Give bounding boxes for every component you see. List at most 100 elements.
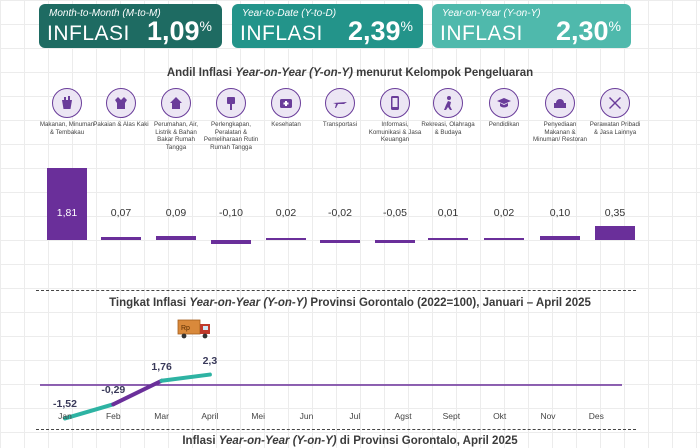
- card-value: 2,39%: [348, 16, 413, 47]
- card-value-number: 1,09: [146, 16, 200, 46]
- card-unit: %: [608, 18, 621, 34]
- person-icon: [433, 88, 463, 118]
- point-value-label: 1,76: [151, 360, 172, 373]
- month-tick-label: Des: [588, 411, 604, 421]
- card-value-number: 2,39: [347, 16, 401, 46]
- card-label: INFLASI: [440, 22, 523, 45]
- card-unit: %: [400, 18, 413, 34]
- title-text: Inflasi: [182, 435, 219, 447]
- inflation-ytd-card: Year-to-Date (Y-to-D) INFLASI 2,39%: [232, 4, 423, 48]
- category-name: Makanan, Minuman & Tembakau: [39, 121, 95, 136]
- clothing-icon: [106, 88, 136, 118]
- month-tick-label: Sept: [442, 411, 461, 421]
- category-group: Transportasi: [312, 88, 368, 129]
- truck-icon: Rp: [177, 319, 210, 339]
- line-chart-title: Tingkat Inflasi Year-on-Year (Y-on-Y) Pr…: [0, 297, 700, 309]
- category-name: Rekreasi, Olahraga & Budaya: [421, 121, 475, 136]
- category-name: Kesehatan: [271, 121, 301, 128]
- title-text: menurut Kelompok Pengeluaran: [352, 67, 534, 79]
- line-segment: [159, 372, 212, 383]
- line-segment: [111, 378, 164, 407]
- title-emphasis: Year-on-Year (Y-on-Y): [218, 435, 337, 447]
- month-tick-label: Agst: [394, 411, 412, 421]
- bar-value-label: -0,10: [219, 207, 243, 219]
- tools-icon: [216, 88, 246, 118]
- card-value-number: 2,30: [555, 16, 609, 46]
- contribution-bar: [540, 236, 580, 240]
- section-divider: [36, 290, 636, 291]
- category-group: Penyediaan Makanan & Minuman/ Restoran: [532, 88, 588, 144]
- category-name: Pakaian & Alas Kaki: [93, 121, 149, 128]
- contribution-bar: [375, 240, 415, 243]
- category-group: Pendidikan: [476, 88, 532, 129]
- bar-value-label: 0,02: [275, 207, 297, 219]
- bar-value-label: 0,09: [165, 207, 187, 219]
- inflation-yoy-card: Year-on-Year (Y-on-Y) INFLASI 2,30%: [432, 4, 631, 48]
- month-tick-label: Jun: [299, 411, 314, 421]
- bar-value-label: -0,02: [328, 207, 352, 219]
- month-tick-label: Mei: [251, 411, 266, 421]
- contribution-bar: [484, 237, 524, 240]
- phone-icon: [380, 88, 410, 118]
- bar-value-label: 0,35: [604, 207, 626, 219]
- card-value: 1,09%: [147, 16, 212, 47]
- title-text: Provinsi Gorontalo (2022=100), Januari –…: [307, 297, 591, 309]
- bar-value-label: 0,02: [493, 207, 515, 219]
- title-emphasis: Year-on-Year (Y-on-Y): [235, 67, 353, 79]
- inflation-mtm-card: Month-to-Month (M-to-M) INFLASI 1,09%: [39, 4, 222, 48]
- category-group: Makanan, Minuman & Tembakau: [39, 88, 95, 136]
- title-text: Tingkat Inflasi: [109, 297, 190, 309]
- bar-value-label: -0,05: [383, 207, 407, 219]
- category-group: Perawatan Pribadi & Jasa Lainnya: [587, 88, 643, 136]
- contribution-bar: [47, 167, 87, 240]
- card-subtitle: Month-to-Month (M-to-M): [49, 8, 161, 19]
- point-value-label: 2,3: [202, 354, 218, 367]
- tools-cross-icon: [600, 88, 630, 118]
- section3-title: Inflasi Year-on-Year (Y-on-Y) di Provins…: [0, 435, 700, 447]
- month-tick-label: Mar: [154, 411, 169, 421]
- bar-value-label: 0,01: [437, 207, 459, 219]
- category-name: Perlengkapan, Peralatan & Pemeliharaan R…: [203, 121, 259, 151]
- month-tick-label: Nov: [540, 411, 556, 421]
- section-divider: [36, 429, 636, 430]
- category-name: Transportasi: [322, 121, 358, 128]
- category-group: Pakaian & Alas Kaki: [93, 88, 149, 129]
- month-tick-label: April: [201, 411, 219, 421]
- bar-value-label: 1,81: [56, 207, 78, 219]
- category-name: Penyediaan Makanan & Minuman/ Restoran: [533, 121, 587, 144]
- restaurant-icon: [545, 88, 575, 118]
- month-tick-label: Jan: [58, 411, 72, 421]
- category-group: Perlengkapan, Peralatan & Pemeliharaan R…: [203, 88, 259, 151]
- category-group: Informasi, Komunikasi & Jasa Keuangan: [367, 88, 423, 144]
- graduation-cap-icon: [489, 88, 519, 118]
- card-subtitle: Year-on-Year (Y-on-Y): [442, 8, 541, 19]
- month-tick-label: Jul: [349, 411, 361, 421]
- contribution-bar: [595, 226, 635, 240]
- category-name: Perumahan, Air, Listrik & Bahan Bakar Ru…: [153, 121, 199, 151]
- title-text: Andil Inflasi: [166, 67, 236, 79]
- plane-icon: [325, 88, 355, 118]
- title-emphasis: Year-on-Year (Y-on-Y): [189, 297, 308, 309]
- card-value: 2,30%: [556, 16, 621, 47]
- category-group: Kesehatan: [258, 88, 314, 129]
- food-icon: [52, 88, 82, 118]
- card-subtitle: Year-to-Date (Y-to-D): [242, 8, 337, 19]
- month-tick-label: Okt: [493, 411, 507, 421]
- point-value-label: -1,52: [53, 398, 77, 411]
- category-group: Rekreasi, Olahraga & Budaya: [420, 88, 476, 136]
- contribution-bar: [320, 240, 360, 243]
- bar-value-label: 0,10: [549, 207, 571, 219]
- contribution-bar: [101, 237, 141, 240]
- line-segment: [63, 402, 116, 421]
- month-tick-label: Feb: [105, 411, 121, 421]
- card-unit: %: [199, 18, 212, 34]
- point-value-label: -0,29: [101, 384, 126, 397]
- card-label: INFLASI: [47, 22, 130, 45]
- category-name: Perawatan Pribadi & Jasa Lainnya: [589, 121, 641, 136]
- contribution-bar: [266, 237, 306, 240]
- contribution-bar: [211, 240, 251, 244]
- bar-chart-title: Andil Inflasi Year-on-Year (Y-on-Y) menu…: [0, 67, 700, 79]
- category-name: Pendidikan: [488, 121, 520, 128]
- house-icon: [161, 88, 191, 118]
